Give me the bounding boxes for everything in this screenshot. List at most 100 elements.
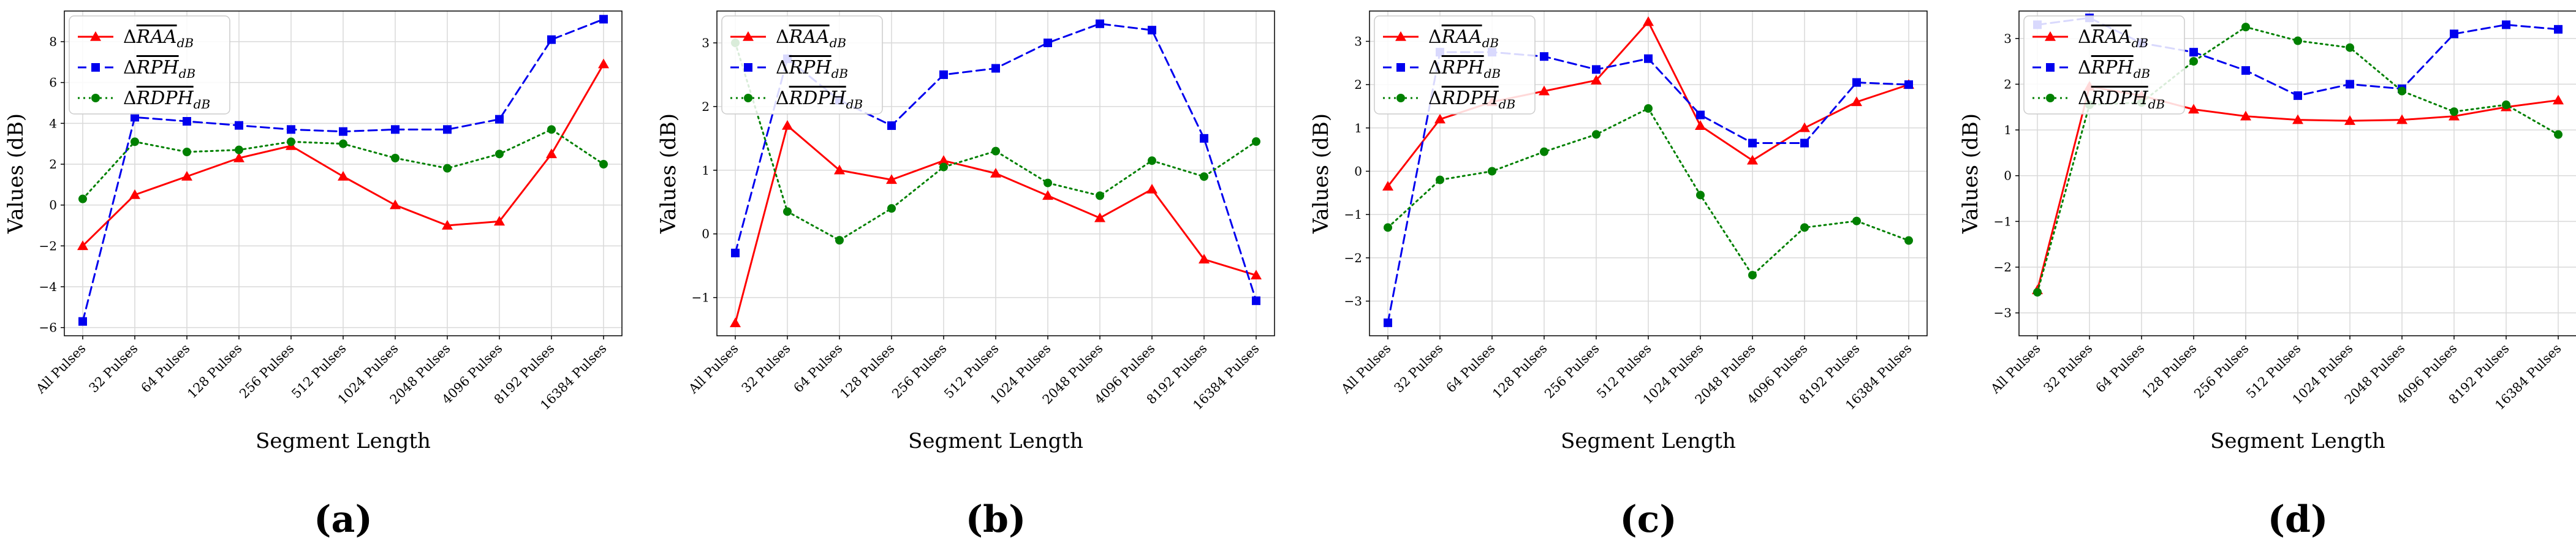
legend-delta: Δ [123, 88, 137, 109]
legend-label-rdph: ΔRDPHdB [1428, 88, 1515, 112]
legend-label-rdph: ΔRDPHdB [776, 88, 863, 112]
data-point-rdph [1148, 156, 1156, 165]
legend-marker-raa [743, 31, 754, 41]
data-point-rdph [1696, 191, 1705, 200]
data-point-rdph [887, 204, 896, 213]
panel-label: (b) [966, 498, 1026, 541]
data-point-raa [938, 155, 949, 165]
legend-delta: Δ [2078, 57, 2091, 78]
data-point-raa [442, 220, 453, 230]
legend-symbol: RAA [1441, 26, 1482, 48]
legend-symbol: RDPH [789, 88, 847, 109]
y-tick-label: 8 [49, 34, 57, 49]
data-point-rph [1748, 138, 1757, 148]
y-axis-label: Values (dB) [4, 113, 28, 234]
panel-label: (a) [314, 498, 373, 541]
data-point-raa [886, 174, 897, 184]
legend-symbol: RAA [789, 26, 830, 48]
data-point-raa [1251, 270, 1262, 280]
x-axis-label: Segment Length [256, 429, 431, 453]
y-axis-label: Values (dB) [1958, 113, 1983, 234]
data-point-raa [338, 171, 349, 181]
data-point-raa [233, 153, 244, 162]
legend-marker-rdph [1396, 94, 1405, 102]
data-point-rph [2502, 20, 2510, 29]
legend-label-rdph: ΔRDPHdB [2078, 88, 2165, 112]
data-point-rph [287, 125, 295, 134]
data-point-raa [598, 58, 609, 69]
data-point-rph [2346, 80, 2354, 89]
y-tick-label: 0 [702, 227, 710, 241]
x-tick-label: 32 Pulses [1392, 341, 1446, 396]
data-point-rph [1696, 110, 1705, 119]
data-point-rph [443, 125, 452, 134]
data-point-rph [1904, 80, 1913, 89]
legend-symbol: RAA [2091, 26, 2132, 48]
data-point-rph [1852, 78, 1861, 87]
data-point-raa [1146, 183, 1157, 194]
legend-subscript: dB [1482, 36, 1499, 50]
y-tick-label: 0 [49, 198, 57, 213]
x-tick-label: 64 Pulses [2093, 341, 2148, 396]
legend-delta: Δ [1428, 26, 1442, 48]
x-axis-label: Segment Length [908, 429, 1083, 453]
legend-label-raa: ΔRAAdB [776, 26, 846, 50]
data-point-rdph [2450, 107, 2458, 116]
y-tick-label: 1 [2004, 123, 2012, 137]
legend-marker-rph [1396, 63, 1405, 72]
data-point-raa [546, 148, 557, 159]
data-point-raa [2344, 115, 2355, 125]
data-point-rph [1592, 65, 1601, 74]
data-point-rdph [2554, 130, 2563, 139]
data-point-raa [730, 317, 741, 327]
y-tick-label: 1 [1354, 121, 1362, 135]
data-point-rdph [2033, 288, 2042, 297]
x-tick-label: 256 Pulses [237, 341, 297, 401]
y-tick-label: 3 [1354, 34, 1362, 48]
data-point-rdph [235, 145, 243, 154]
data-point-rph [183, 117, 191, 126]
legend-delta: Δ [2078, 26, 2091, 48]
data-point-raa [1094, 212, 1105, 222]
legend-subscript: dB [179, 66, 196, 81]
legend-marker-rdph [744, 94, 752, 102]
legend-box [69, 15, 230, 115]
data-point-rdph [1488, 167, 1496, 176]
y-tick-label: −3 [1344, 293, 1362, 308]
data-point-raa [990, 168, 1001, 178]
data-point-raa [2553, 94, 2564, 105]
data-point-rdph [2346, 43, 2354, 52]
data-point-rph [2294, 91, 2302, 100]
data-point-raa [77, 240, 88, 251]
data-point-rdph [1800, 223, 1809, 232]
data-point-rdph [78, 194, 87, 203]
legend-box [1374, 15, 1536, 115]
legend-symbol: RPH [1441, 57, 1485, 78]
data-point-rdph [339, 139, 347, 148]
data-point-rdph [783, 207, 792, 216]
legend-subscript: dB [832, 66, 849, 81]
data-point-rdph [495, 149, 504, 159]
data-point-rdph [1852, 216, 1861, 225]
data-point-rdph [1592, 130, 1601, 139]
legend-delta: Δ [776, 26, 789, 48]
x-tick-label: 64 Pulses [1444, 341, 1498, 396]
legend-marker-rph [91, 63, 100, 72]
legend-symbol: RDPH [2091, 88, 2149, 109]
legend-symbol: RPH [136, 57, 180, 78]
data-point-raa [129, 189, 140, 199]
data-point-rdph [2398, 86, 2406, 96]
x-tick-label: 128 Pulses [2139, 341, 2199, 401]
data-point-rdph [183, 148, 191, 156]
legend-delta: Δ [123, 26, 137, 48]
data-point-raa [1042, 190, 1053, 200]
y-tick-label: −6 [39, 320, 57, 335]
data-point-rdph [1540, 147, 1548, 156]
legend-label-rph: ΔRPHdB [776, 57, 848, 81]
legend-delta: Δ [1428, 88, 1442, 109]
data-point-raa [1747, 154, 1758, 165]
y-tick-label: −2 [39, 238, 57, 253]
